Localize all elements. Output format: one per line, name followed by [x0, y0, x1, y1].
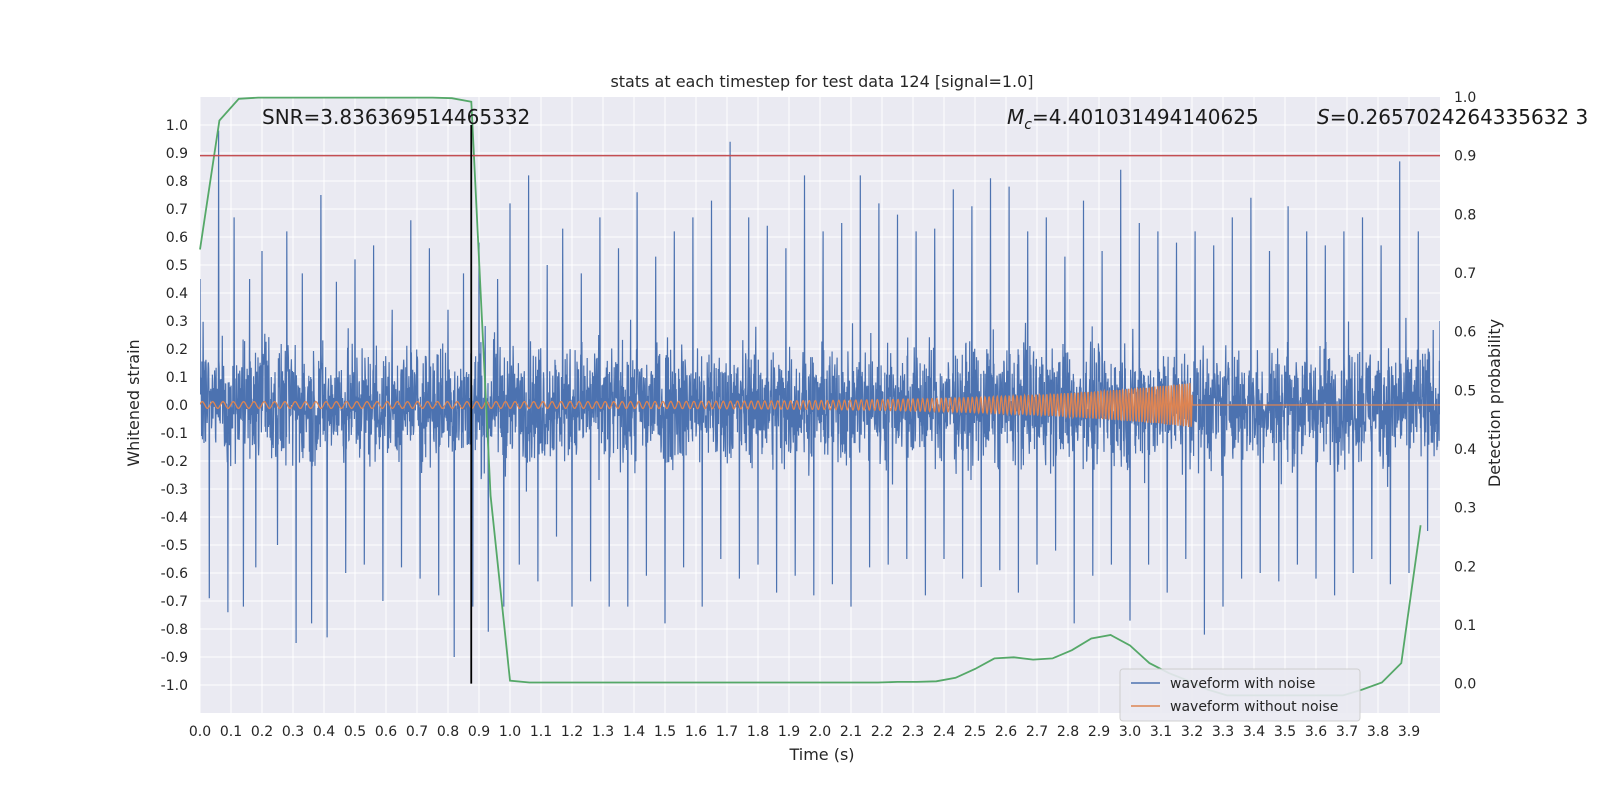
- x-tick-label: 1.3: [592, 724, 614, 740]
- y-tick-label: -0.5: [161, 538, 188, 554]
- x-tick-label: 0.9: [468, 724, 490, 740]
- y-tick-label: 0.7: [166, 202, 188, 218]
- line-waveform-with-noise: [200, 130, 1440, 658]
- y-tick-label: 0.0: [166, 398, 188, 414]
- x-tick-label: 3.3: [1212, 724, 1234, 740]
- x-tick-label: 0.8: [437, 724, 459, 740]
- y-tick-label: 0.8: [166, 174, 188, 190]
- legend-label-noise: waveform with noise: [1170, 676, 1315, 692]
- x-tick-label: 2.7: [1026, 724, 1048, 740]
- s-symbol: S: [1317, 105, 1330, 129]
- x-tick-label: 3.9: [1398, 724, 1420, 740]
- x-tick-label: 0.2: [251, 724, 273, 740]
- mc-value: =4.401031494140625: [1032, 105, 1259, 129]
- x-tick-label: 2.2: [871, 724, 893, 740]
- x-tick-label: 3.5: [1274, 724, 1296, 740]
- x-tick-label: 1.5: [654, 724, 676, 740]
- y-tick-label: -1.0: [161, 678, 188, 694]
- x-tick-label: 0.3: [282, 724, 304, 740]
- y-tick-label: 0.4: [166, 286, 188, 302]
- y-tick-label: -0.1: [161, 426, 188, 442]
- y-tick-label: 0.6: [166, 230, 188, 246]
- x-tick-label: 3.7: [1336, 724, 1358, 740]
- y-tick-label: -0.2: [161, 454, 188, 470]
- mc-subscript: c: [1024, 117, 1032, 133]
- x-tick-label: 0.4: [313, 724, 335, 740]
- x-tick-label: 0.1: [220, 724, 242, 740]
- x-tick-label: 1.1: [530, 724, 552, 740]
- x-tick-label: 1.6: [685, 724, 707, 740]
- y-tick-label: 0.5: [166, 258, 188, 274]
- y-right-tick-label: 0.3: [1454, 501, 1476, 517]
- x-tick-label: 1.9: [778, 724, 800, 740]
- x-tick-label: 3.6: [1305, 724, 1327, 740]
- x-tick-label: 0.6: [375, 724, 397, 740]
- y-right-tick-label: 0.0: [1454, 677, 1476, 693]
- series-waveform-without-noise: [200, 382, 1440, 428]
- mc-symbol: M: [1007, 105, 1024, 129]
- y-tick-label: -0.3: [161, 482, 188, 498]
- x-tick-label: 1.7: [716, 724, 738, 740]
- y-right-tick-label: 0.8: [1454, 207, 1476, 223]
- x-tick-label: 2.5: [964, 724, 986, 740]
- x-tick-labels: 0.0 0.1 0.2 0.3 0.4 0.5 0.6 0.7 0.8 0.9 1.0 1.1 1.2 1…: [189, 724, 1420, 740]
- line-waveform-without-noise: [200, 382, 1440, 428]
- y-tick-labels: 1.0 0.9 0.8 0.7 0.6 0.5 0.4 0.3 0.2 0.1 0.0 -0.1 -0.…: [161, 118, 188, 694]
- x-tick-label: 2.8: [1057, 724, 1079, 740]
- y-tick-label: -0.8: [161, 622, 188, 638]
- y-axis-label: Whitened strain: [124, 339, 143, 466]
- x-tick-label: 1.0: [499, 724, 521, 740]
- y-right-tick-label: 0.4: [1454, 442, 1476, 458]
- markers: [200, 125, 1440, 684]
- y-right-tick-label: 0.9: [1454, 149, 1476, 165]
- series-waveform-with-noise: [200, 130, 1440, 658]
- legend: waveform with noise waveform without noi…: [1119, 668, 1361, 722]
- x-tick-label: 3.1: [1150, 724, 1172, 740]
- x-tick-label: 3.8: [1367, 724, 1389, 740]
- x-tick-label: 2.3: [902, 724, 924, 740]
- x-tick-label: 1.4: [623, 724, 645, 740]
- x-tick-label: 0.5: [344, 724, 366, 740]
- x-tick-label: 2.0: [809, 724, 831, 740]
- x-tick-label: 2.1: [840, 724, 862, 740]
- s-annotation: S=0.2657024264335632 3: [1317, 105, 1588, 129]
- y-right-tick-label: 0.1: [1454, 618, 1476, 634]
- y-right-tick-label: 0.6: [1454, 325, 1476, 341]
- y-tick-label: 0.3: [166, 314, 188, 330]
- x-axis-label: Time (s): [788, 745, 854, 764]
- y-tick-label: -0.9: [161, 650, 188, 666]
- y-right-tick-label: 0.2: [1454, 559, 1476, 575]
- x-tick-label: 1.8: [747, 724, 769, 740]
- y-right-axis-label: Detection probability: [1485, 319, 1504, 487]
- s-value: =0.2657024264335632 3: [1330, 105, 1589, 129]
- x-tick-label: 1.2: [561, 724, 583, 740]
- x-tick-label: 3.4: [1243, 724, 1265, 740]
- x-tick-label: 3.2: [1181, 724, 1203, 740]
- mc-annotation: Mc=4.401031494140625: [1007, 105, 1259, 133]
- x-tick-label: 3.0: [1119, 724, 1141, 740]
- y-right-tick-label: 0.5: [1454, 383, 1476, 399]
- y-tick-label: 1.0: [166, 118, 188, 134]
- y-right-tick-label: 1.0: [1454, 90, 1476, 106]
- x-tick-label: 0.7: [406, 724, 428, 740]
- y-right-tick-labels: 0.0 0.1 0.2 0.3 0.4 0.5 0.6 0.7 0.8 0.9 1.0: [1454, 90, 1476, 693]
- x-tick-label: 2.6: [995, 724, 1017, 740]
- x-tick-label: 0.0: [189, 724, 211, 740]
- x-tick-label: 2.9: [1088, 724, 1110, 740]
- y-tick-label: 0.9: [166, 146, 188, 162]
- legend-label-clean: waveform without noise: [1170, 699, 1338, 715]
- y-tick-label: -0.4: [161, 510, 188, 526]
- y-tick-label: -0.7: [161, 594, 188, 610]
- x-tick-label: 2.4: [933, 724, 955, 740]
- y-tick-label: 0.1: [166, 370, 188, 386]
- legend-box: [1119, 668, 1361, 722]
- y-tick-label: -0.6: [161, 566, 188, 582]
- snr-annotation: SNR=3.836369514465332: [262, 105, 530, 129]
- y-tick-label: 0.2: [166, 342, 188, 358]
- chart-title: stats at each timestep for test data 124…: [610, 72, 1033, 91]
- y-right-tick-label: 0.7: [1454, 266, 1476, 282]
